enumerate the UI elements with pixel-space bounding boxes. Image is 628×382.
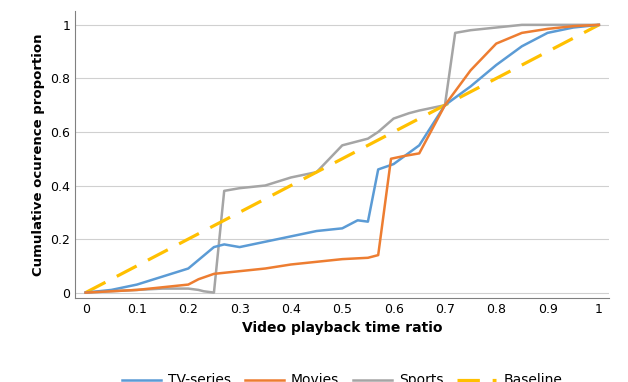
Legend: TV-series, Movies, Sports, Baseline: TV-series, Movies, Sports, Baseline (117, 368, 568, 382)
Y-axis label: Cumulative ocurence proportion: Cumulative ocurence proportion (32, 34, 45, 276)
X-axis label: Video playback time ratio: Video playback time ratio (242, 321, 443, 335)
